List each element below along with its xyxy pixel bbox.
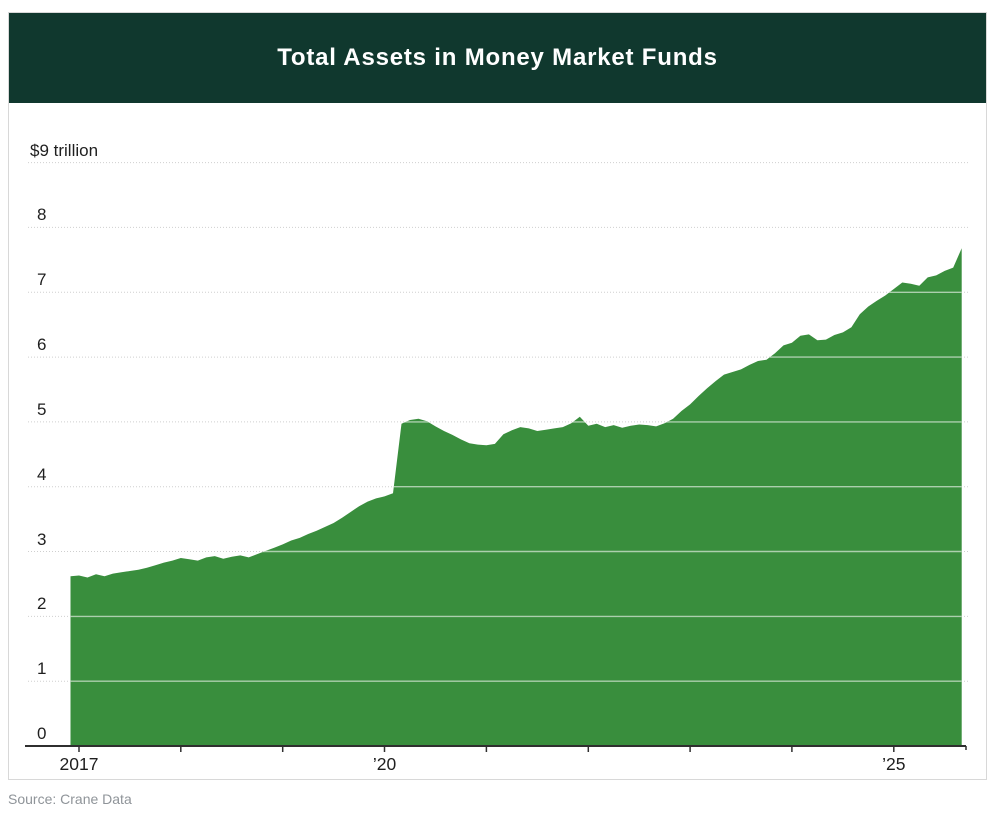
- y-axis-tick-label: 6: [37, 335, 47, 355]
- area-series-fill: [70, 248, 962, 746]
- y-axis-tick-label: 2: [37, 594, 47, 614]
- x-axis-tick-label: ’20: [372, 754, 397, 774]
- chart-header-bar: Total Assets in Money Market Funds: [9, 13, 986, 103]
- x-axis-tick-label: 2017: [59, 754, 99, 774]
- y-axis-tick-label: 0: [37, 724, 47, 743]
- y-axis-tick-label: 8: [37, 205, 47, 225]
- y-axis-tick-label: 1: [37, 659, 47, 679]
- source-label: Source: Crane Data: [8, 791, 132, 807]
- y-axis-tick-label: 4: [37, 464, 47, 484]
- x-axis-tick-label: ’25: [882, 754, 906, 774]
- y-axis-tick-label: 7: [37, 270, 47, 290]
- y-axis-tick-label: 3: [37, 529, 47, 549]
- y-axis-tick-label: $9 trillion: [30, 140, 99, 160]
- y-axis-tick-label: 5: [37, 399, 47, 419]
- chart-title: Total Assets in Money Market Funds: [277, 44, 718, 71]
